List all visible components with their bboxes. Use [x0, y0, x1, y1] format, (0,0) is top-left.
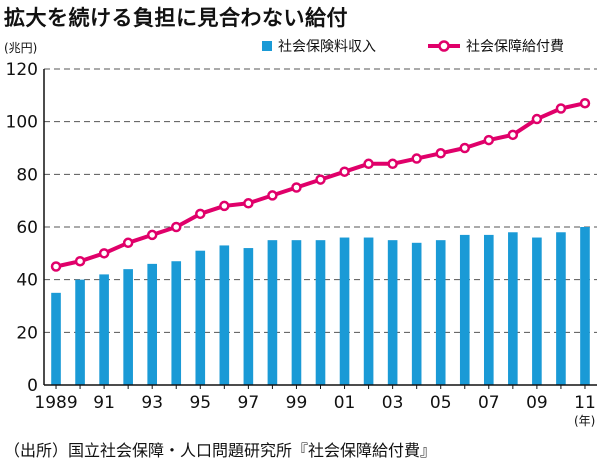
line-point [219, 200, 230, 212]
line-point [411, 153, 422, 164]
line-point [291, 182, 302, 193]
source-note: （出所）国立社会保障・人口問題研究所『社会保障給付費』 [4, 441, 437, 460]
bar [459, 234, 470, 385]
y-tick-label: 60 [16, 218, 38, 238]
line-point [267, 190, 278, 201]
y-tick-label: 120 [6, 60, 38, 80]
y-tick-label: 0 [27, 376, 38, 396]
legend-line-label: 社会保障給付費 [466, 39, 564, 55]
chart-title: 拡大を続ける負担に見合わない給付 [4, 6, 348, 30]
bar [556, 232, 566, 385]
line-point [483, 134, 495, 146]
bar [123, 269, 133, 385]
bar [219, 245, 230, 385]
bar [315, 240, 326, 385]
line-point [459, 142, 471, 154]
x-tick-label: 91 [93, 393, 115, 413]
x-axis-unit: (年) [574, 414, 595, 428]
bar [243, 248, 254, 385]
bar [171, 261, 182, 385]
line-point [74, 255, 86, 267]
x-tick-label: 01 [334, 393, 356, 413]
line-point [531, 113, 543, 125]
line-point [339, 166, 350, 177]
line-point [195, 208, 206, 220]
bar [532, 237, 542, 385]
line-point [170, 221, 182, 233]
x-tick-label: 97 [238, 393, 260, 413]
y-tick-label: 80 [16, 165, 38, 185]
line-point [98, 248, 110, 259]
legend-line-marker [438, 40, 450, 52]
bar [508, 232, 518, 385]
bar [195, 250, 206, 385]
bar [580, 227, 590, 385]
line-point [435, 148, 446, 159]
line-point [122, 237, 134, 249]
x-tick-label: 99 [286, 393, 308, 413]
x-tick-label: 07 [478, 393, 500, 413]
line-point [507, 129, 519, 141]
bar [147, 263, 158, 385]
line-point [387, 158, 398, 170]
bar [99, 274, 109, 385]
line-point [579, 97, 591, 109]
y-tick-label: 100 [6, 113, 38, 133]
bar [435, 240, 446, 385]
x-tick-label: 03 [382, 393, 404, 413]
x-tick-label: 93 [141, 393, 163, 413]
bar [483, 234, 494, 385]
legend-bar-swatch [262, 41, 272, 51]
line-point [363, 158, 374, 170]
x-tick-label: 05 [430, 393, 452, 413]
bar [339, 237, 350, 385]
x-tick-label: 09 [526, 393, 548, 413]
bar [387, 240, 398, 385]
y-tick-label: 40 [16, 271, 38, 291]
line-point [555, 103, 567, 114]
x-tick-label: 11 [574, 393, 596, 413]
bar [267, 240, 278, 385]
y-tick-label: 20 [16, 323, 38, 343]
x-tick-label: 1989 [34, 393, 77, 413]
bar [411, 242, 422, 385]
legend-bar-label: 社会保険料収入 [278, 39, 376, 55]
bar [291, 240, 302, 385]
line-point [315, 174, 326, 185]
x-tick-label: 95 [189, 393, 211, 413]
line-point [146, 229, 158, 241]
line-point [243, 198, 254, 209]
line-point [50, 261, 62, 272]
bar [51, 292, 61, 385]
y-axis-unit: (兆円) [4, 41, 37, 55]
bar [363, 237, 374, 385]
bar [75, 279, 85, 385]
